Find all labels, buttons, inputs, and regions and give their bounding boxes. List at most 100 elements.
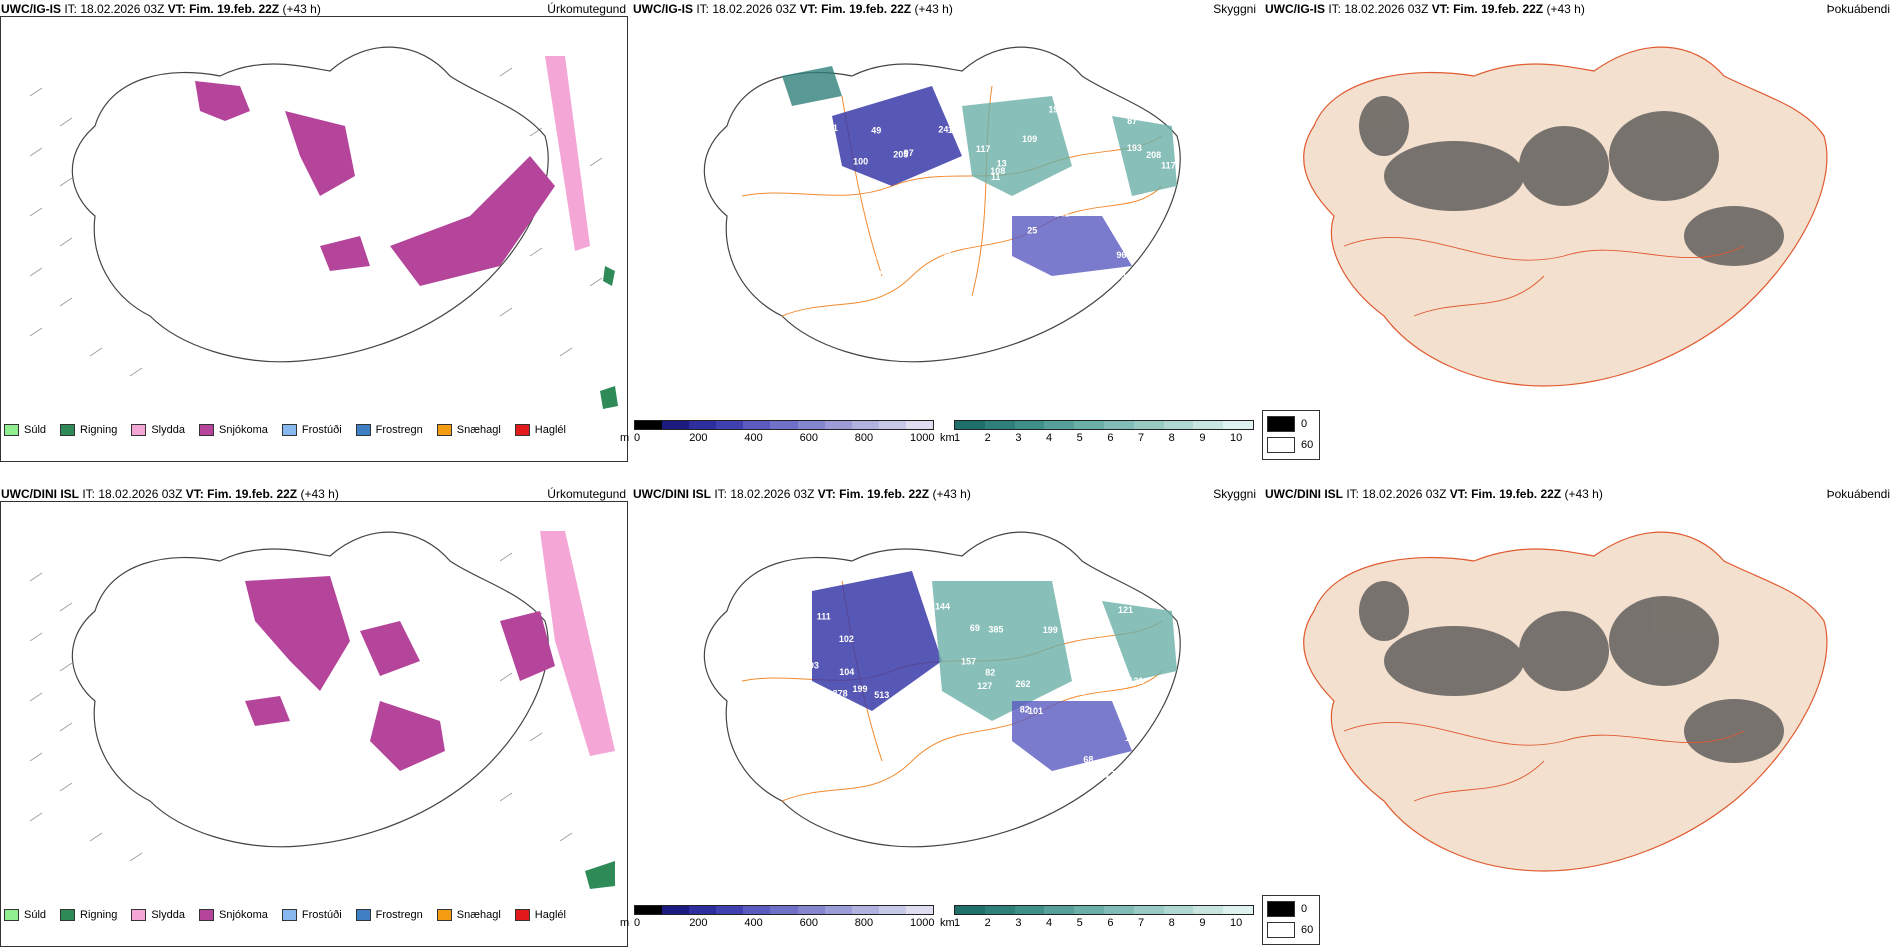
colorbar-cell [1103,421,1134,429]
swatch [281,909,297,921]
colorbar-cell [1163,906,1194,914]
colorbar-tick: 7 [1138,432,1145,444]
colorbar-tick: 3 [1015,917,1022,929]
iceland-coast [703,46,1181,363]
iceland-coast [71,46,549,363]
fog-shading [1359,581,1784,763]
swatch [198,424,214,436]
visibility-value: 82 [985,668,995,678]
legend-item: Snjókoma [198,424,268,436]
visibility-value: 178 [862,255,877,265]
visibility-value: 136 [948,125,963,135]
colorbar-cell [905,906,934,914]
visibility-value: 117 [976,144,991,154]
precip-map [29,531,615,889]
colorbar-cell [955,906,985,914]
visibility-value: 204 [874,231,889,241]
colorbar-tick: 0 [634,432,641,444]
colorbar-tick: 200 [689,917,708,929]
variable-label: Úrkomutegund [547,2,626,16]
map-frame [0,501,628,947]
colorbar-cell [984,421,1015,429]
swatch [60,909,76,921]
fog-legend-top: 0 60 [1262,410,1320,460]
colorbar-tick: 1000 [910,917,935,929]
snow-areas [245,576,555,771]
visibility-value: 82 [1020,705,1030,715]
visibility-value: 556 [818,167,833,177]
colorbar-cell [905,421,934,429]
visibility-value: 188 [822,716,837,726]
visibility-fields [812,571,1177,771]
legend-item: Rigning [60,909,117,921]
colorbar-unit: km [940,432,955,444]
visibility-value: 101 [1028,706,1043,716]
snow-areas [195,81,555,286]
visibility-value: 171 [936,246,951,256]
colorbar-cell [743,421,771,429]
visibility-value: 11 [979,283,989,293]
visibility-value: 193 [804,660,819,670]
precip-map [29,46,618,409]
visibility-value: 117 [1161,161,1176,171]
colorbar-tick: 7 [1138,917,1145,929]
colorbar-cell [955,421,985,429]
visibility-value: 123 [936,177,951,187]
colorbar-cell [851,421,879,429]
colorbar-cell [797,421,825,429]
variable-label: Skyggni [1213,2,1256,16]
swatch [355,909,371,921]
colorbar-cell [1074,421,1104,429]
legend-item: Slydda [131,424,185,436]
road-network [1343,237,1745,317]
wind-barbs [29,552,573,862]
colorbar-cell [797,906,825,914]
visibility-value: 104 [839,667,854,677]
colorbar-cell [824,906,852,914]
visibility-map: 172 199 82 111 155 102 321 166 260 69 199 68 108 144 2… [703,531,1181,848]
visibility-value: 199 [853,684,868,694]
visibility-value: 193 [807,276,822,286]
visibility-value: 121 [1128,676,1143,686]
swatch [131,909,147,921]
swatch [60,424,76,436]
colorbar-cell [1223,906,1253,914]
colorbar-tick: 5 [1076,917,1083,929]
colorbar-cell [716,421,744,429]
variable-label: Þokuábendi [1826,487,1890,501]
precip-type-panel-bottom: UWC/DINI ISL IT: 18.02.2026 03Z VT: Fim.… [0,485,630,950]
visibility-value: 205 [893,150,908,160]
colorbar-cell [1074,906,1104,914]
visibility-value: 11 [991,172,1001,182]
legend-item: Frostúði [281,909,342,921]
visibility-value: 144 [935,601,950,611]
visibility-value: 127 [977,681,992,691]
colorbar-cell [689,421,717,429]
visibility-value: 25 [1027,225,1037,235]
visibility-value: 71 [1084,653,1094,663]
variable-label: Úrkomutegund [547,487,626,501]
visibility-value: 108 [918,726,933,736]
panel-title: UWC/DINI ISL IT: 18.02.2026 03Z VT: Fim.… [1265,487,1603,501]
visibility-value: 15 [906,718,916,728]
legend-item: Haglél [514,909,566,921]
colorbar-tick: 1 [954,432,961,444]
visibility-value: 222 [1121,272,1136,282]
sleet-areas [540,531,615,756]
visibility-value: 175 [1070,687,1085,697]
colorbar-tick: 9 [1199,917,1206,929]
visibility-map: 2225568784109171241171339722178136132411… [703,46,1181,363]
colorbar-tick: 2 [984,432,991,444]
visibility-value: 123 [872,269,887,279]
rain-areas [600,266,618,409]
swatch [131,424,147,436]
colorbar-tick: 0 [634,917,641,929]
colorbar-tick: 6 [1107,432,1114,444]
panel-title: UWC/DINI ISL IT: 18.02.2026 03Z VT: Fim.… [633,487,971,501]
visibility-value: 166 [901,691,916,701]
colorbar-tick: 10 [1230,432,1243,444]
visibility-value: 107 [1161,707,1176,717]
visibility-value: 174 [832,749,847,759]
swatch [514,909,530,921]
colorbar-cell [1193,906,1224,914]
